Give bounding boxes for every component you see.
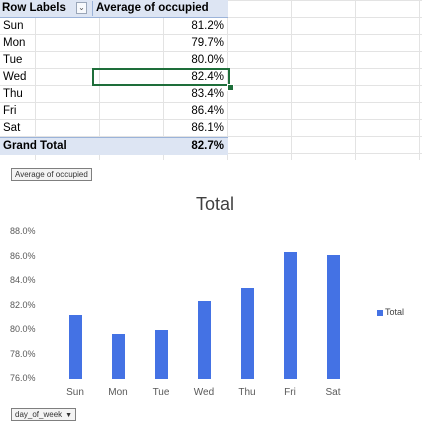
row-label: Wed bbox=[3, 71, 27, 83]
bar-wed[interactable] bbox=[198, 300, 211, 379]
pivot-row-mon[interactable]: Mon 79.7% bbox=[0, 35, 228, 52]
row-label: Mon bbox=[3, 37, 26, 49]
grand-total-label: Grand Total bbox=[3, 140, 67, 152]
axis-field-label: day_of_week bbox=[15, 410, 63, 419]
row-value: 81.2% bbox=[191, 20, 224, 32]
bar-sun[interactable] bbox=[69, 315, 82, 379]
grand-total-value: 82.7% bbox=[191, 140, 224, 152]
x-tick-label: Sat bbox=[325, 387, 341, 398]
row-label: Fri bbox=[3, 105, 17, 117]
y-tick-label: 80.0% bbox=[10, 324, 36, 334]
y-tick-label: 88.0% bbox=[10, 226, 36, 236]
row-value: 86.4% bbox=[191, 105, 224, 117]
row-label: Thu bbox=[3, 88, 23, 100]
row-label: Sat bbox=[3, 122, 21, 134]
x-tick-label: Wed bbox=[193, 387, 215, 398]
value-header[interactable]: Average of occupied bbox=[96, 2, 209, 14]
bar-fri[interactable] bbox=[284, 251, 297, 379]
selected-cell-outline bbox=[92, 68, 230, 86]
bar-mon[interactable] bbox=[112, 333, 125, 379]
row-label: Sun bbox=[3, 20, 24, 32]
header-separator bbox=[92, 1, 93, 16]
y-tick-label: 82.0% bbox=[10, 299, 36, 310]
x-tick-label: Sun bbox=[66, 387, 84, 398]
row-label: Tue bbox=[3, 54, 23, 66]
y-tick-label: 78.0% bbox=[10, 348, 36, 359]
pivot-row-sun[interactable]: Sun 81.2% bbox=[0, 18, 228, 35]
pivot-chart[interactable]: Average of occupied Total 76.0% 78.0% 80.0… bbox=[0, 160, 422, 448]
pivot-header-row: Row Labels ⌄ Average of occupied bbox=[0, 0, 228, 18]
axis-field-dropdown[interactable]: day_of_week ▼ bbox=[11, 408, 77, 421]
row-labels-header[interactable]: Row Labels bbox=[2, 2, 66, 14]
fill-handle[interactable] bbox=[227, 84, 234, 91]
x-tick-label: Mon bbox=[108, 387, 128, 398]
x-tick-label: Tue bbox=[152, 387, 170, 398]
y-tick-label: 86.0% bbox=[10, 250, 36, 261]
x-tick-label: Fri bbox=[284, 387, 296, 398]
y-tick-label: 84.0% bbox=[10, 275, 36, 285]
bar-sat[interactable] bbox=[327, 255, 340, 379]
bar-thu[interactable] bbox=[241, 288, 254, 379]
value-field-button[interactable]: Average of occupied bbox=[11, 168, 92, 181]
y-tick-label: 76.0% bbox=[10, 373, 36, 383]
pivot-row-wed[interactable]: Wed 82.4% bbox=[0, 69, 228, 86]
row-value: 80.0% bbox=[191, 54, 224, 66]
row-value: 83.4% bbox=[191, 88, 224, 100]
chart-title[interactable]: Total bbox=[195, 194, 235, 214]
x-tick-label: Thu bbox=[238, 387, 256, 398]
chart-legend[interactable]: Total bbox=[377, 307, 404, 317]
pivot-table: Row Labels ⌄ Average of occupied Sun 81.… bbox=[0, 0, 228, 155]
legend-swatch bbox=[377, 309, 383, 316]
pivot-row-thu[interactable]: Thu 83.4% bbox=[0, 86, 228, 103]
chevron-down-icon: ▼ bbox=[65, 412, 73, 419]
pivot-grand-total-row[interactable]: Grand Total 82.7% bbox=[0, 137, 228, 155]
pivot-row-tue[interactable]: Tue 80.0% bbox=[0, 52, 228, 69]
row-value: 86.1% bbox=[191, 122, 224, 134]
row-value: 82.4% bbox=[191, 71, 224, 83]
row-labels-filter-button[interactable]: ⌄ bbox=[76, 2, 87, 14]
bar-tue[interactable] bbox=[155, 330, 168, 379]
row-value: 79.7% bbox=[191, 37, 224, 49]
pivot-row-fri[interactable]: Fri 86.4% bbox=[0, 103, 228, 120]
legend-label: Total bbox=[385, 307, 405, 317]
pivot-row-sat[interactable]: Sat 86.1% bbox=[0, 120, 228, 137]
